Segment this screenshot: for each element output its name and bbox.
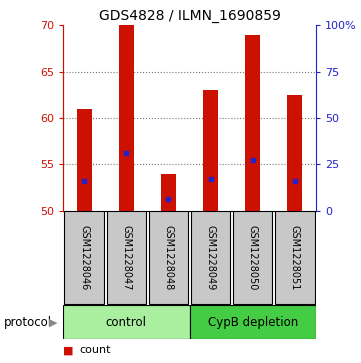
Bar: [161, 174, 176, 211]
Text: ▶: ▶: [49, 317, 57, 327]
Text: GSM1228047: GSM1228047: [121, 225, 131, 290]
Text: ■: ■: [63, 345, 74, 355]
Text: control: control: [106, 316, 147, 329]
FancyBboxPatch shape: [190, 305, 316, 339]
Bar: [77, 109, 92, 211]
Text: GSM1228046: GSM1228046: [79, 225, 89, 290]
Bar: [245, 34, 260, 211]
FancyBboxPatch shape: [63, 305, 190, 339]
FancyBboxPatch shape: [233, 212, 273, 304]
Text: GSM1228050: GSM1228050: [248, 225, 258, 290]
FancyBboxPatch shape: [191, 212, 230, 304]
Bar: [203, 90, 218, 211]
Text: CypB depletion: CypB depletion: [208, 316, 298, 329]
Text: GSM1228051: GSM1228051: [290, 225, 300, 290]
FancyBboxPatch shape: [149, 212, 188, 304]
Bar: [119, 25, 134, 211]
Text: count: count: [79, 345, 111, 355]
FancyBboxPatch shape: [64, 212, 104, 304]
Text: protocol: protocol: [4, 316, 52, 329]
FancyBboxPatch shape: [106, 212, 146, 304]
Text: GSM1228048: GSM1228048: [164, 225, 174, 290]
Bar: [287, 95, 302, 211]
Text: GSM1228049: GSM1228049: [205, 225, 216, 290]
Title: GDS4828 / ILMN_1690859: GDS4828 / ILMN_1690859: [99, 9, 280, 23]
FancyBboxPatch shape: [275, 212, 314, 304]
